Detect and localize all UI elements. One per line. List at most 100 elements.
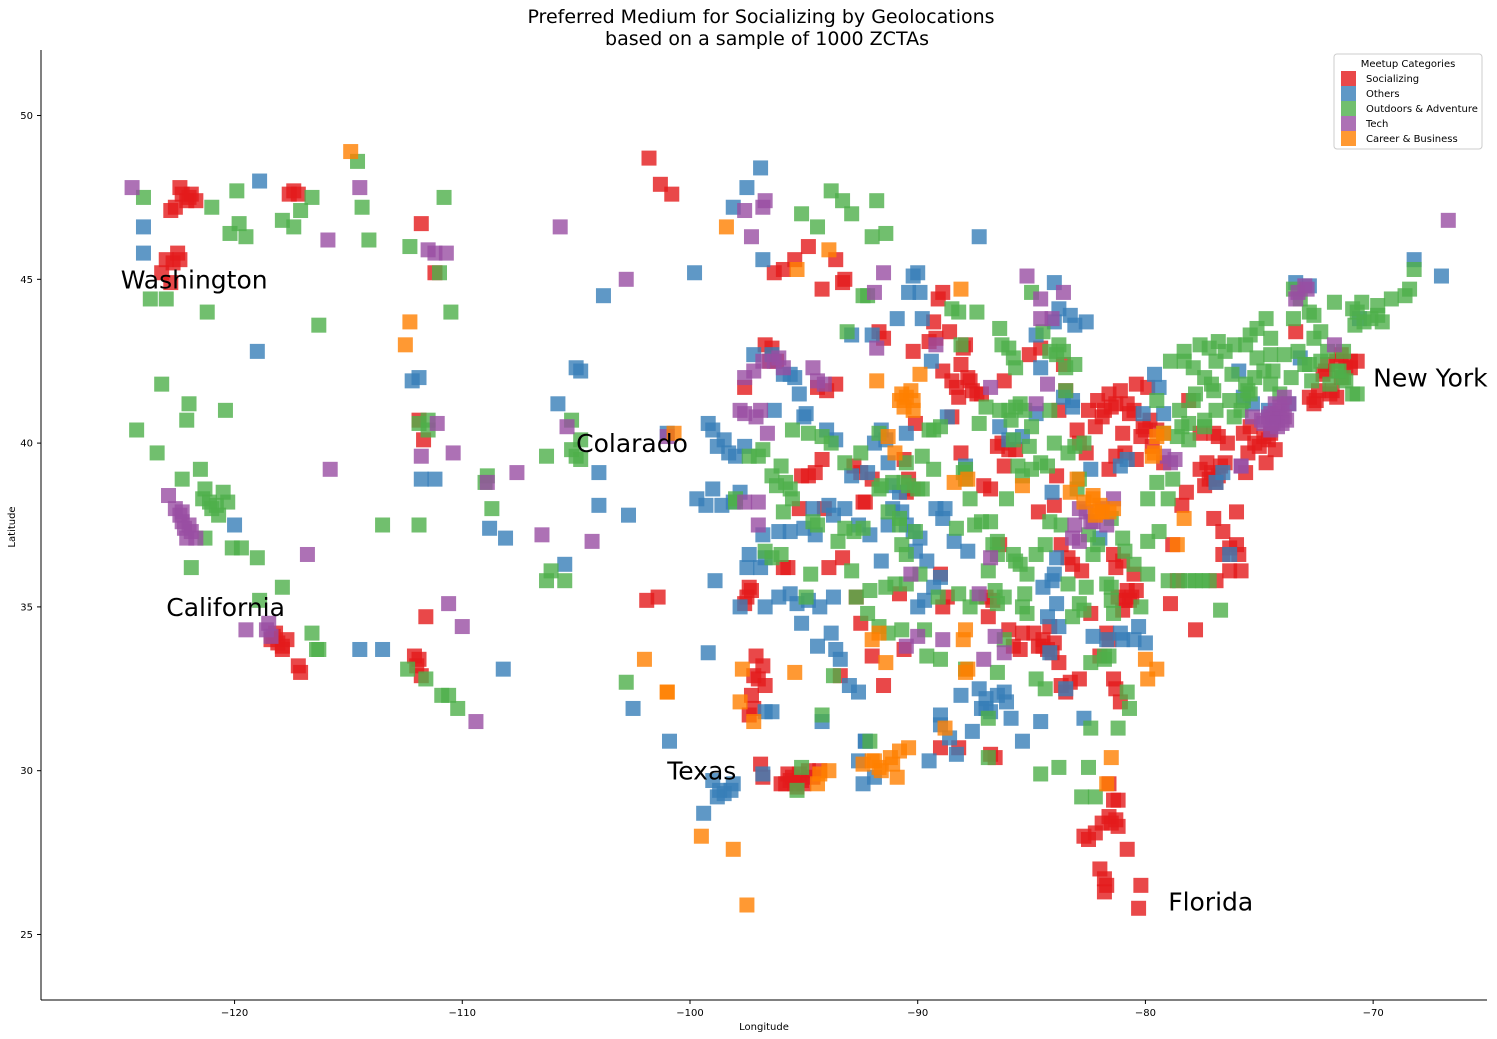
data-point xyxy=(1156,406,1172,422)
data-point xyxy=(402,314,418,330)
data-point xyxy=(413,471,429,487)
data-point xyxy=(1185,360,1201,376)
data-point xyxy=(839,324,855,340)
data-point xyxy=(1208,474,1224,490)
data-point xyxy=(1192,337,1208,353)
data-point xyxy=(1096,648,1112,664)
data-point xyxy=(987,583,1003,599)
data-point xyxy=(930,589,946,605)
data-point xyxy=(1119,451,1135,467)
data-point xyxy=(889,311,905,327)
x-axis: −120 −110 −100 −90 −80 −70 xyxy=(221,1000,1384,1019)
data-point xyxy=(1112,383,1128,399)
data-point xyxy=(1053,537,1069,553)
data-point xyxy=(1128,583,1144,599)
data-point xyxy=(753,160,769,176)
data-point xyxy=(1229,504,1245,520)
data-point xyxy=(718,219,734,235)
x-tick-label: −90 xyxy=(907,1008,928,1019)
data-point xyxy=(914,311,930,327)
data-point xyxy=(135,189,151,205)
data-point xyxy=(1197,478,1213,494)
data-point xyxy=(935,284,951,300)
data-point xyxy=(1121,700,1137,716)
data-point xyxy=(980,710,996,726)
data-point xyxy=(1222,393,1238,409)
data-point xyxy=(746,714,762,730)
data-point xyxy=(1017,586,1033,602)
data-point xyxy=(825,589,841,605)
data-point xyxy=(821,560,837,576)
data-point xyxy=(309,641,325,657)
data-point xyxy=(835,275,851,291)
data-point xyxy=(960,471,976,487)
plot-area xyxy=(124,144,1456,916)
data-point xyxy=(739,560,755,576)
legend-label: Socializing xyxy=(1366,74,1419,85)
data-point xyxy=(791,386,807,402)
data-point xyxy=(1290,343,1306,359)
data-point xyxy=(443,304,459,320)
data-point xyxy=(855,494,871,510)
data-point xyxy=(814,281,830,297)
data-point xyxy=(1137,635,1153,651)
data-point xyxy=(705,422,721,438)
data-point xyxy=(1099,776,1115,792)
annotation-new-york: New York xyxy=(1373,364,1488,393)
data-point xyxy=(1288,324,1304,340)
data-point xyxy=(864,327,880,343)
data-point xyxy=(595,288,611,304)
data-point xyxy=(1085,628,1101,644)
data-point xyxy=(179,412,195,428)
data-point xyxy=(154,265,170,281)
data-point xyxy=(1069,422,1085,438)
data-point xyxy=(1188,386,1204,402)
chart-title-line2: based on a sample of 1000 ZCTAs xyxy=(605,28,929,50)
data-point xyxy=(181,396,197,412)
data-point xyxy=(1074,563,1090,579)
data-point xyxy=(978,399,994,415)
x-axis-label: Longitude xyxy=(739,1022,789,1033)
data-point xyxy=(700,645,716,661)
data-point xyxy=(948,520,964,536)
data-point xyxy=(1433,268,1449,284)
data-point xyxy=(912,366,928,382)
data-point xyxy=(281,186,297,202)
legend-swatch xyxy=(1341,71,1356,86)
data-point xyxy=(1014,478,1030,494)
data-point xyxy=(812,599,828,615)
data-point xyxy=(746,700,762,716)
data-point xyxy=(172,252,188,268)
data-point xyxy=(810,373,826,389)
data-point xyxy=(1301,356,1317,372)
data-point xyxy=(1033,766,1049,782)
data-point xyxy=(757,193,773,209)
data-point xyxy=(1046,435,1062,451)
data-point xyxy=(1160,573,1176,589)
data-point xyxy=(1263,376,1279,392)
data-point xyxy=(1083,655,1099,671)
data-point xyxy=(1067,517,1083,533)
data-point xyxy=(1101,461,1117,477)
data-point xyxy=(714,497,730,513)
data-point xyxy=(1140,533,1156,549)
legend-title: Meetup Categories xyxy=(1361,59,1456,70)
legend-swatch xyxy=(1341,131,1356,146)
data-point xyxy=(1249,320,1265,336)
data-point xyxy=(810,638,826,654)
data-point xyxy=(999,491,1015,507)
data-point xyxy=(1106,605,1122,621)
data-point xyxy=(1233,458,1249,474)
data-point xyxy=(274,579,290,595)
data-point xyxy=(914,448,930,464)
data-point xyxy=(1329,389,1345,405)
data-point xyxy=(810,219,826,235)
data-point xyxy=(932,569,948,585)
data-point xyxy=(1285,311,1301,327)
data-point xyxy=(951,304,967,320)
data-point xyxy=(661,733,677,749)
data-point xyxy=(1067,317,1083,333)
data-point xyxy=(1215,524,1231,540)
data-point xyxy=(413,216,429,232)
data-point xyxy=(983,514,999,530)
